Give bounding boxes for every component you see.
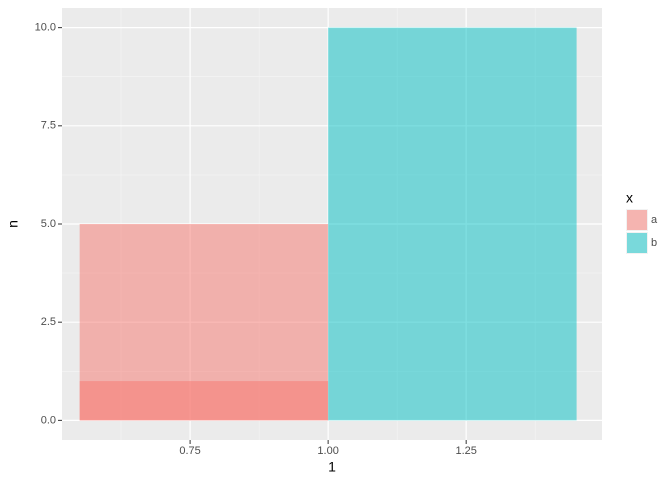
x-tick-label: 1.00 xyxy=(317,445,338,457)
legend-key xyxy=(627,210,647,230)
bar xyxy=(328,27,577,421)
y-tick-label: 5.0 xyxy=(41,218,56,230)
y-tick-label: 10.0 xyxy=(35,22,56,34)
y-tick-label: 7.5 xyxy=(41,120,56,132)
x-tick-label: 1.25 xyxy=(455,445,476,457)
y-axis-title: n xyxy=(5,220,21,228)
y-tick-label: 0.0 xyxy=(41,414,56,426)
y-tick-label: 2.5 xyxy=(41,316,56,328)
legend-label: a xyxy=(651,214,658,226)
legend-label: b xyxy=(651,237,657,249)
legend-key xyxy=(627,233,647,253)
x-tick-label: 0.75 xyxy=(179,445,200,457)
legend-title: x xyxy=(626,190,633,206)
x-axis-title: 1 xyxy=(328,459,336,475)
bar xyxy=(79,381,329,421)
